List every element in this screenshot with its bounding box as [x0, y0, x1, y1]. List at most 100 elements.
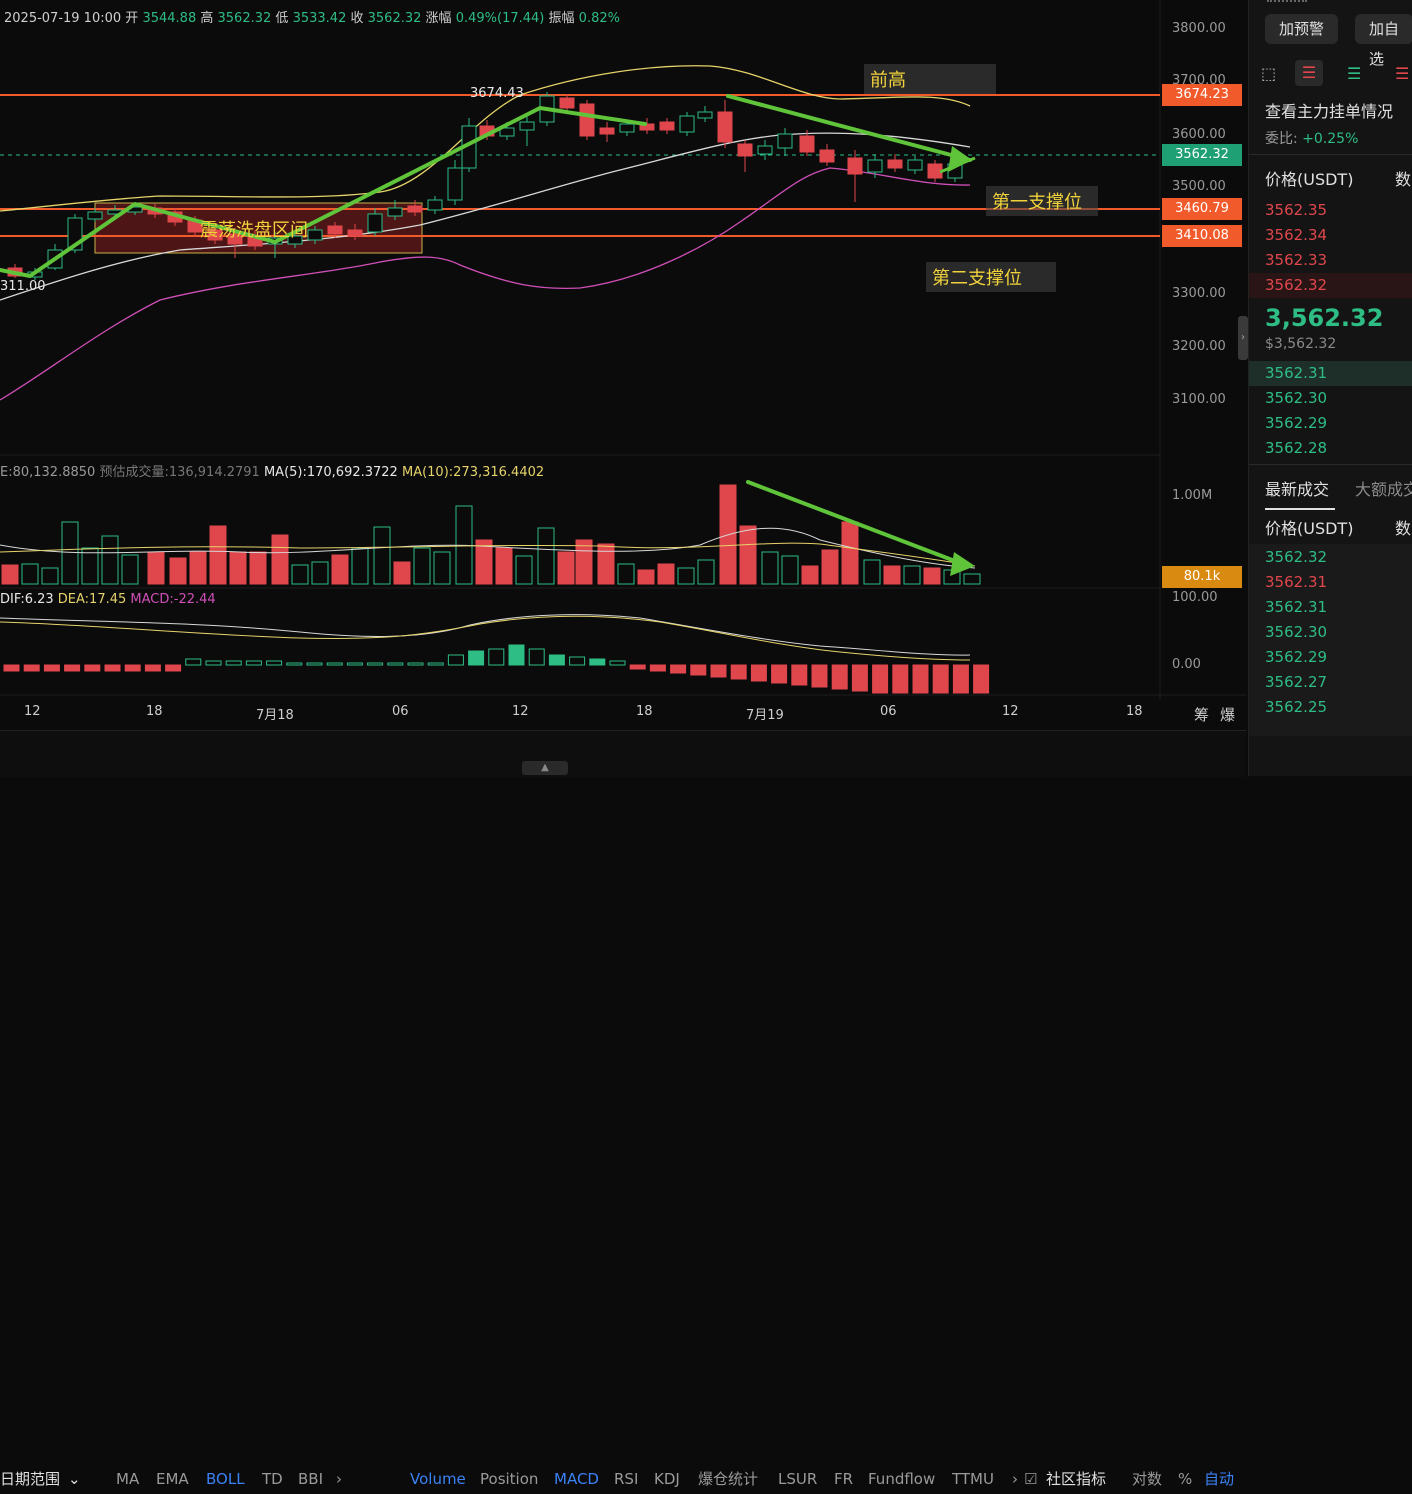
trade-row: 3562.29 — [1265, 648, 1328, 666]
macd-bar — [872, 664, 889, 694]
auto-scale-toggle[interactable]: 自动 — [1204, 1470, 1235, 1488]
support1-price-tag: 3460.79 — [1162, 198, 1242, 220]
ask-row[interactable]: 3562.35 — [1265, 201, 1328, 219]
macd-bar — [569, 656, 586, 666]
indicator-liquidation[interactable]: 爆仓统计 — [698, 1470, 759, 1488]
bid-row[interactable]: 3562.29 — [1265, 414, 1328, 432]
volume-bar — [209, 525, 227, 585]
indicator-kdj[interactable]: KDJ — [654, 1470, 680, 1488]
candle-body — [799, 135, 815, 153]
chevron-right-icon[interactable]: › — [336, 1470, 342, 1488]
volume-bar — [41, 567, 59, 585]
volume-bar — [81, 547, 99, 585]
price-axis-label: 3100.00 — [1172, 392, 1226, 407]
date-range-select[interactable]: 日期范围 — [0, 1470, 61, 1488]
orderbook-asks-icon[interactable]: ☰ — [1395, 64, 1410, 83]
candle-body — [367, 213, 383, 233]
volume-bar — [537, 527, 555, 585]
macd-bar — [306, 662, 323, 666]
edit-indicator-icon[interactable]: ☑ — [1024, 1470, 1038, 1488]
indicator-lsur[interactable]: LSUR — [778, 1470, 818, 1488]
bid-row[interactable]: 3562.28 — [1265, 439, 1328, 457]
macd-axis-zero: 0.00 — [1172, 657, 1201, 672]
indicator-rsi[interactable]: RSI — [614, 1470, 639, 1488]
indicator-ma[interactable]: MA — [116, 1470, 140, 1488]
macd-header: DIF:6.23 DEA:17.45 MACD:-22.44 — [0, 592, 216, 607]
indicator-fundflow[interactable]: Fundflow — [868, 1470, 936, 1488]
add-watchlist-button[interactable]: 加自选 — [1355, 14, 1412, 68]
volume-bar — [863, 559, 881, 585]
candle-body — [207, 229, 223, 241]
peak-value-label: 3674.43 — [470, 86, 524, 101]
volume-bar — [963, 573, 981, 585]
macd-axis-label: 100.00 — [1172, 590, 1218, 605]
macd-bar — [205, 660, 222, 666]
chevron-right-icon[interactable]: › — [1012, 1470, 1018, 1488]
volume-bar — [229, 551, 247, 585]
trades-col-price-header: 价格(USDT) — [1265, 519, 1354, 538]
indicator-macd[interactable]: MACD — [554, 1470, 599, 1488]
macd-bar — [649, 664, 666, 672]
ask-row[interactable]: 3562.34 — [1265, 226, 1328, 244]
indicator-position[interactable]: Position — [480, 1470, 539, 1488]
ask-row[interactable]: 3562.32 — [1249, 273, 1412, 298]
orderbook-bids-icon[interactable]: ☰ — [1347, 64, 1362, 83]
volume-bar — [393, 561, 411, 585]
tab-latest-trades[interactable]: 最新成交 — [1265, 480, 1330, 499]
chip-distribution-button[interactable]: 筹 — [1194, 706, 1210, 724]
log-scale-toggle[interactable]: 对数 — [1132, 1470, 1163, 1488]
volume-bar — [311, 561, 329, 585]
chevron-down-icon[interactable]: ⌄ — [68, 1470, 81, 1488]
last-price-usd: $3,562.32 — [1265, 336, 1337, 352]
macd-bar — [952, 664, 969, 694]
price-axis-label: 3500.00 — [1172, 179, 1226, 194]
panel-toggle-handle[interactable]: › — [1238, 316, 1248, 360]
volume-ma5 — [0, 527, 976, 569]
candle-body — [579, 103, 595, 137]
support2-annotation: 第二支撑位 — [926, 262, 1056, 292]
macd-bar — [468, 650, 485, 666]
indicator-ema[interactable]: EMA — [156, 1470, 189, 1488]
add-alert-button[interactable]: 加预警 — [1265, 14, 1339, 44]
volume-bar — [657, 563, 675, 585]
liquidation-button[interactable]: 爆 — [1220, 706, 1236, 724]
collapse-handle[interactable]: ▲ — [522, 761, 568, 775]
indicator-bbi[interactable]: BBI — [298, 1470, 324, 1488]
indicator-toolbar: 日期范围 ⌄ MA EMA BOLL TD BBI › Volume Posit… — [0, 730, 1246, 1488]
trade-row: 3562.27 — [1265, 673, 1328, 691]
indicator-boll[interactable]: BOLL — [206, 1470, 245, 1488]
price-axis-label: 3300.00 — [1172, 286, 1226, 301]
price-chart[interactable] — [0, 0, 1246, 730]
trend-path-up — [0, 106, 647, 278]
volume-bar — [781, 555, 799, 585]
indicator-fr[interactable]: FR — [834, 1470, 854, 1488]
volume-bar — [617, 563, 635, 585]
percent-scale-toggle[interactable]: % — [1178, 1470, 1193, 1488]
ask-row[interactable]: 3562.33 — [1265, 251, 1328, 269]
candle-body — [659, 121, 675, 131]
chart-area[interactable]: 2025-07-19 10:00 开 3544.88 高 3562.32 低 3… — [0, 0, 1246, 730]
indicator-td[interactable]: TD — [262, 1470, 283, 1488]
prev-high-annotation: 前高 — [864, 64, 996, 94]
volume-bar — [923, 567, 941, 585]
indicator-volume[interactable]: Volume — [410, 1470, 466, 1488]
candle-body — [227, 233, 243, 245]
arrowhead — [950, 552, 975, 576]
orderbook-title-link[interactable]: 查看主力挂单情况 — [1265, 102, 1394, 121]
orderbook-layout-icon[interactable]: ⬚ — [1261, 64, 1277, 83]
community-indicators-button[interactable]: 社区指标 — [1046, 1470, 1107, 1488]
bid-row[interactable]: 3562.30 — [1265, 389, 1328, 407]
macd-bar — [791, 664, 808, 686]
indicator-ttmu[interactable]: TTMU — [952, 1470, 994, 1488]
orderbook-both-icon[interactable]: ☰ — [1295, 60, 1323, 86]
volume-bar — [189, 551, 207, 585]
tab-large-trades[interactable]: 大额成交 — [1355, 480, 1412, 499]
macd-bar — [165, 664, 182, 672]
volume-bar — [883, 565, 901, 585]
bid-row[interactable]: 3562.31 — [1249, 361, 1412, 386]
time-axis-label: 12 — [1002, 704, 1019, 719]
macd-bar — [266, 660, 283, 666]
macd-bar — [811, 664, 828, 688]
tab-active-indicator — [1265, 508, 1335, 510]
price-axis-label: 3800.00 — [1172, 21, 1226, 36]
